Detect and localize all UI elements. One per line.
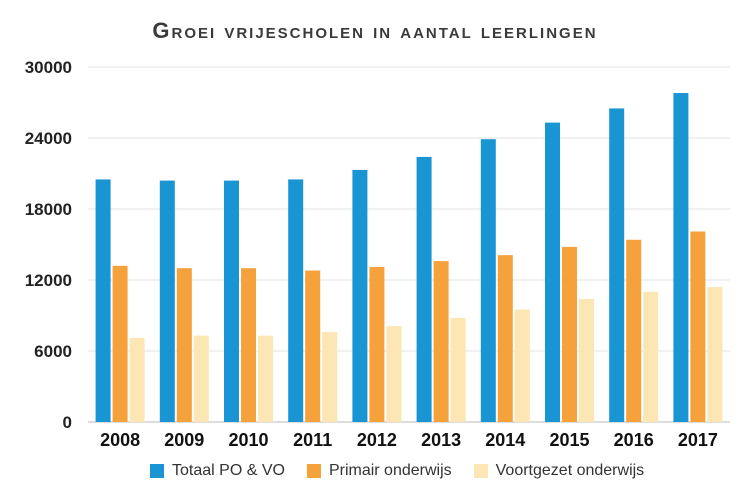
y-tick-label: 6000 [34, 342, 72, 361]
bar [386, 326, 402, 422]
x-tick-label: 2010 [228, 430, 268, 450]
bar [450, 317, 466, 422]
legend-label-voortgezet: Voortgezet onderwijs [495, 462, 645, 479]
bar [112, 265, 128, 422]
y-tick-label: 24000 [25, 129, 72, 148]
x-tick-label: 2009 [164, 430, 204, 450]
legend-swatch-totaal [150, 464, 164, 478]
bar [129, 337, 145, 422]
x-tick-label: 2014 [485, 430, 525, 450]
bar [562, 246, 577, 422]
chart-title: Groei vrijescholen in aantal leerlingen [152, 18, 598, 43]
bar [305, 270, 321, 422]
legend-swatch-primair [306, 464, 321, 478]
bar [352, 169, 368, 422]
x-tick-label: 2015 [549, 430, 589, 450]
bar [193, 335, 209, 422]
bar [497, 255, 513, 422]
bar [514, 309, 530, 422]
x-tick-label: 2017 [678, 430, 718, 450]
bar [480, 139, 496, 422]
bar [159, 180, 175, 422]
bar [609, 108, 625, 423]
bar [95, 179, 111, 422]
legend-swatch-voortgezet [473, 464, 488, 478]
bar [690, 231, 706, 422]
bar [579, 298, 594, 422]
legend-item-totaal: Totaal PO & VO [150, 462, 285, 480]
legend-label-primair: Primair onderwijs [328, 462, 452, 479]
bar [416, 156, 432, 422]
bar [545, 122, 560, 422]
legend: Totaal PO & VO Primair onderwijs Voortge… [150, 462, 644, 480]
x-tick-label: 2012 [357, 430, 397, 450]
bar [288, 179, 304, 422]
bar [322, 332, 338, 422]
bar [241, 268, 256, 422]
bar [369, 266, 385, 422]
x-tick-label: 2016 [614, 430, 654, 450]
legend-item-primair: Primair onderwijs [306, 462, 452, 480]
legend-label-totaal: Totaal PO & VO [172, 462, 285, 479]
bar [258, 335, 273, 422]
y-tick-label: 18000 [25, 200, 72, 219]
x-tick-label: 2008 [100, 430, 140, 450]
bar [176, 268, 192, 422]
x-tick-label: 2013 [421, 430, 461, 450]
y-tick-label: 30000 [25, 58, 72, 77]
legend-item-voortgezet: Voortgezet onderwijs [473, 462, 645, 480]
y-tick-label: 0 [63, 413, 72, 432]
y-tick-label: 12000 [25, 271, 72, 290]
x-tick-label: 2011 [293, 430, 332, 450]
bar [433, 261, 449, 422]
bar [673, 93, 689, 423]
bar [626, 239, 642, 422]
bar [224, 180, 239, 422]
bar [707, 287, 723, 422]
bar [643, 291, 659, 422]
